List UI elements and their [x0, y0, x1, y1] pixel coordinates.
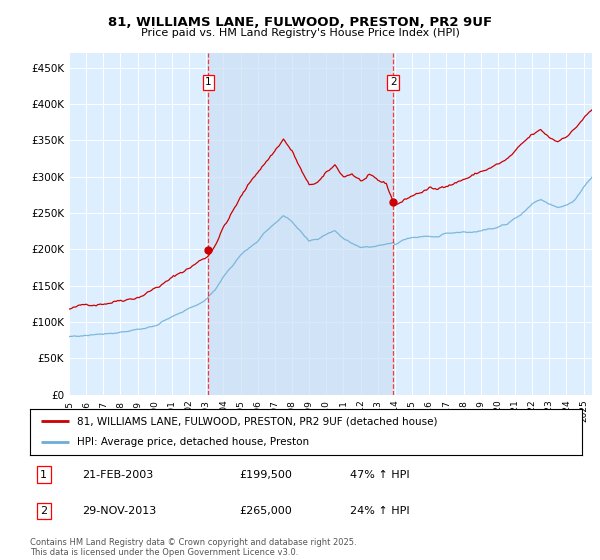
Text: 81, WILLIAMS LANE, FULWOOD, PRESTON, PR2 9UF: 81, WILLIAMS LANE, FULWOOD, PRESTON, PR2…: [108, 16, 492, 29]
Text: 81, WILLIAMS LANE, FULWOOD, PRESTON, PR2 9UF (detached house): 81, WILLIAMS LANE, FULWOOD, PRESTON, PR2…: [77, 416, 437, 426]
Text: HPI: Average price, detached house, Preston: HPI: Average price, detached house, Pres…: [77, 437, 309, 447]
Text: Price paid vs. HM Land Registry's House Price Index (HPI): Price paid vs. HM Land Registry's House …: [140, 28, 460, 38]
Text: 24% ↑ HPI: 24% ↑ HPI: [350, 506, 410, 516]
Text: 47% ↑ HPI: 47% ↑ HPI: [350, 470, 410, 479]
Text: 2: 2: [390, 77, 397, 87]
Text: 1: 1: [40, 470, 47, 479]
Text: £265,000: £265,000: [240, 506, 293, 516]
Text: 21-FEB-2003: 21-FEB-2003: [82, 470, 154, 479]
Text: 2: 2: [40, 506, 47, 516]
Text: 1: 1: [205, 77, 212, 87]
Text: 29-NOV-2013: 29-NOV-2013: [82, 506, 157, 516]
Bar: [208, 53, 394, 395]
Text: £199,500: £199,500: [240, 470, 293, 479]
Text: Contains HM Land Registry data © Crown copyright and database right 2025.
This d: Contains HM Land Registry data © Crown c…: [30, 538, 356, 557]
